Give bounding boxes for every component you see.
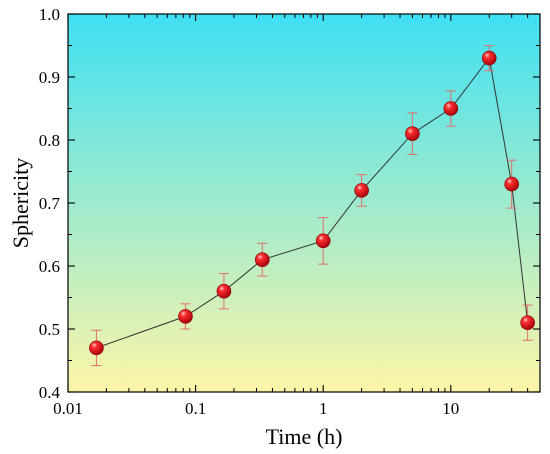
data-point [443,101,459,116]
x-tick-label: 0.01 [53,399,83,418]
x-axis: 0.01 0.1 1 10 [53,14,529,418]
data-point [178,309,193,324]
y-tick-label: 0.5 [39,320,60,339]
y-tick-label: 0.6 [39,257,60,276]
data-point [89,340,104,356]
data-point [520,315,535,331]
data-point [254,252,270,268]
data-point [481,50,497,66]
plot-background [68,14,540,392]
data-point [504,176,519,192]
y-axis-title: Sphericity [8,158,33,248]
y-tick-label: 0.9 [39,68,60,87]
y-tick-label: 0.7 [39,194,61,213]
x-tick-label: 0.1 [185,399,206,418]
data-points [89,50,535,356]
y-tick-label: 1.0 [39,5,60,24]
x-tick-label: 10 [442,399,459,418]
x-tick-label: 1 [319,399,328,418]
data-point [354,183,369,198]
data-point [405,126,420,141]
data-point [315,233,331,249]
y-axis: 0.4 0.5 0.6 0.7 0.8 0.9 1.0 [39,5,540,402]
x-axis-title: Time (h) [266,424,343,449]
data-point [216,283,232,299]
y-tick-label: 0.8 [39,131,60,150]
y-tick-label: 0.4 [39,383,61,402]
